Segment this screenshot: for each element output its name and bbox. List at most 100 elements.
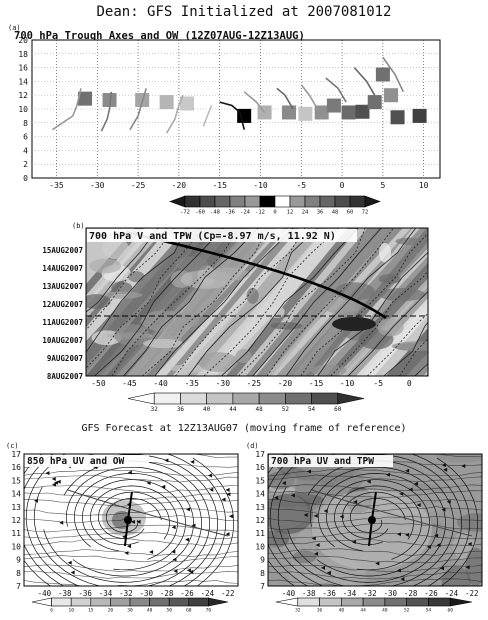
panel-b-colorbar: 32 36 40 44 48 52 54 60 (127, 392, 365, 413)
streamline (268, 523, 482, 530)
x-tick-label: -28 (404, 589, 418, 598)
streamline (24, 454, 235, 586)
v-contour (188, 228, 318, 376)
y-tick-label: 12AUG2007 (42, 300, 83, 309)
flow-arrow (400, 576, 405, 581)
y-tick-label: 7 (16, 582, 21, 591)
colorbar-label: 40 (339, 608, 345, 614)
tpw-blob (292, 550, 317, 564)
x-tick-label: -30 (384, 589, 398, 598)
x-tick-label: -40 (153, 379, 168, 388)
colorbar-label: 44 (229, 406, 237, 413)
streamline (287, 466, 446, 583)
tpw-blob (435, 454, 482, 463)
flow-arrow (405, 468, 410, 473)
colorbar-cell (275, 597, 299, 607)
y-tick-label: 17 (11, 450, 21, 459)
v-contour (94, 228, 224, 376)
tpw-blob (111, 281, 133, 295)
flow-arrow (51, 482, 56, 487)
flow-arrow (315, 543, 320, 548)
streamline (24, 555, 238, 563)
streamline (268, 469, 482, 477)
panel-a-colorbar: -72 -60 -48 -36 -24 -12 0 12 24 36 48 60 72 (169, 195, 381, 216)
flow-arrow (306, 469, 311, 474)
ow-box (375, 67, 390, 82)
flow-arrow (51, 476, 56, 481)
colorbar-label: 15 (88, 608, 94, 614)
streamline (269, 454, 462, 586)
contour (67, 489, 229, 537)
flow-arrow (171, 549, 176, 554)
ow-box (384, 88, 399, 103)
flow-arrow (441, 463, 446, 468)
colorbar-cell (334, 195, 351, 208)
flow-arrow (70, 570, 75, 575)
flow-arrow (191, 523, 196, 528)
colorbar-cell (384, 597, 407, 607)
colorbar-cell (168, 597, 190, 607)
y-tick-label: 0 (23, 174, 28, 183)
panel-b-frame (85, 227, 429, 377)
flow-arrow (399, 491, 404, 496)
colorbar-cell (341, 597, 364, 607)
trough-axis (100, 91, 112, 132)
ow-box (341, 105, 356, 120)
flow-arrow (440, 566, 445, 571)
streamline (316, 473, 438, 577)
colorbar-cell (364, 195, 381, 208)
streamline (268, 474, 482, 482)
x-tick-label: -32 (119, 589, 133, 598)
flow-arrow (311, 536, 316, 541)
panel-b-title: 700 hPa V and TPW (Cp=-8.97 m/s, 11.92 N… (89, 231, 336, 242)
tpw-blob (378, 274, 401, 284)
flow-arrow (446, 499, 451, 504)
colorbar-label: 36 (317, 608, 323, 614)
flow-arrow (396, 568, 401, 573)
colorbar-cell (208, 597, 229, 607)
ow-box (298, 106, 313, 121)
colorbar-label: 36 (317, 210, 324, 216)
colorbar-label: -12 (255, 210, 265, 216)
y-tick-label: 13AUG2007 (42, 282, 83, 291)
x-tick-label: -30 (140, 589, 154, 598)
tpw-blob (267, 305, 285, 319)
flow-arrow (443, 467, 448, 472)
tpw-blob (102, 238, 130, 260)
colorbar-cell (349, 195, 366, 208)
colorbar-cell (258, 392, 286, 405)
flow-arrow (171, 525, 176, 530)
colorbar-cell (319, 597, 342, 607)
tpw-blob (100, 291, 143, 299)
streamline (24, 564, 238, 572)
x-tick-label: -10 (253, 181, 268, 190)
y-tick-label: 18 (18, 50, 28, 59)
tpw-blob (377, 318, 404, 337)
flow-arrow (353, 499, 358, 504)
tpw-blob (332, 317, 376, 331)
streamline (268, 454, 470, 586)
flow-arrow (130, 519, 135, 524)
x-tick-label: 5 (380, 181, 385, 190)
colorbar-label: 12 (287, 210, 294, 216)
colorbar-cell (289, 195, 306, 208)
tpw-band (116, 228, 257, 376)
x-tick-label: 0 (407, 379, 412, 388)
y-tick-label: 10AUG2007 (42, 336, 83, 345)
v-contour (154, 228, 294, 376)
colorbar-label: 60 (334, 406, 342, 413)
y-tick-label: 15 (11, 476, 21, 485)
trough-axis (325, 77, 347, 103)
tpw-blob (465, 547, 482, 586)
x-tick-label: -22 (221, 589, 235, 598)
tpw-blob (184, 311, 200, 328)
flow-arrow (441, 507, 446, 512)
y-tick-label: 14 (255, 490, 265, 499)
trough-axis (51, 88, 82, 131)
y-tick-label: 17 (255, 450, 265, 459)
flow-arrow (172, 557, 177, 562)
panel-title: 850 hPa UV and OW (27, 456, 125, 467)
colorbar-cell (214, 195, 231, 208)
y-tick-label: 12 (255, 516, 265, 525)
colorbar-label: 50 (166, 608, 172, 614)
